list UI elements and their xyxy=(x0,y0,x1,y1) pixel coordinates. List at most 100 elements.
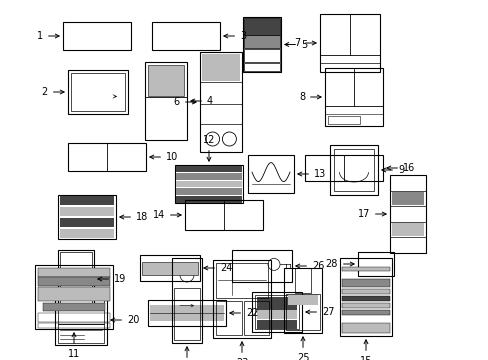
Bar xyxy=(63,22,131,50)
Bar xyxy=(200,52,242,152)
Bar xyxy=(60,218,114,227)
Bar xyxy=(244,63,280,71)
Bar xyxy=(333,149,373,191)
Bar xyxy=(60,285,92,306)
Bar xyxy=(58,324,104,343)
Bar xyxy=(148,300,225,326)
Text: 16: 16 xyxy=(386,163,414,173)
Text: 24: 24 xyxy=(203,263,232,273)
Bar xyxy=(389,175,425,253)
Text: 28: 28 xyxy=(325,259,353,269)
Text: 2: 2 xyxy=(41,87,64,97)
Text: 7: 7 xyxy=(293,38,315,48)
Bar xyxy=(341,317,389,321)
Bar xyxy=(58,298,104,324)
Text: 21: 21 xyxy=(181,347,193,360)
Bar xyxy=(341,296,389,301)
Bar xyxy=(244,35,280,48)
Text: 20: 20 xyxy=(111,315,139,325)
Bar xyxy=(391,223,423,237)
Text: 5: 5 xyxy=(285,40,306,49)
Bar xyxy=(152,22,220,50)
Text: 12: 12 xyxy=(203,135,215,161)
Bar xyxy=(295,268,310,293)
Bar xyxy=(202,84,240,102)
Bar xyxy=(243,17,281,72)
Bar xyxy=(142,261,198,274)
Text: 3: 3 xyxy=(224,31,245,41)
Text: 14: 14 xyxy=(152,210,181,220)
Bar xyxy=(244,49,280,62)
Bar xyxy=(145,62,186,140)
Bar xyxy=(43,303,105,311)
Bar xyxy=(58,195,116,239)
Text: 27: 27 xyxy=(305,307,334,317)
Bar xyxy=(55,295,107,345)
Bar xyxy=(60,207,114,216)
Bar xyxy=(341,267,389,271)
Bar xyxy=(244,301,268,335)
Bar xyxy=(305,155,382,181)
Bar xyxy=(174,288,200,341)
Text: 18: 18 xyxy=(120,212,148,222)
Bar xyxy=(35,265,113,329)
Bar xyxy=(68,70,128,114)
Bar xyxy=(287,295,317,305)
Bar xyxy=(60,196,114,205)
Bar xyxy=(60,252,92,284)
Bar xyxy=(319,14,379,72)
Bar xyxy=(213,260,270,338)
Text: 11: 11 xyxy=(68,333,80,359)
Bar xyxy=(148,65,183,96)
Text: 26: 26 xyxy=(295,261,324,271)
Text: 17: 17 xyxy=(357,209,386,219)
Text: 22: 22 xyxy=(229,308,258,318)
Bar xyxy=(254,295,298,329)
Bar xyxy=(150,305,224,321)
Bar xyxy=(176,173,242,180)
Text: 10: 10 xyxy=(149,152,178,162)
Bar xyxy=(176,196,242,202)
Bar xyxy=(251,292,302,332)
Bar xyxy=(184,200,263,230)
Bar xyxy=(38,313,110,322)
Bar xyxy=(341,273,389,277)
Text: 6: 6 xyxy=(174,97,196,107)
Bar xyxy=(357,252,393,276)
Bar xyxy=(38,287,110,301)
Bar xyxy=(176,181,242,187)
Bar xyxy=(257,320,296,329)
Bar xyxy=(231,250,291,282)
Bar xyxy=(140,255,200,281)
Bar xyxy=(176,188,242,195)
Bar xyxy=(341,289,389,294)
Text: 1: 1 xyxy=(37,31,59,41)
Bar xyxy=(391,192,423,205)
Bar xyxy=(341,303,389,309)
Bar xyxy=(71,73,125,111)
Bar xyxy=(38,323,110,328)
Bar xyxy=(341,259,389,265)
Text: 19: 19 xyxy=(98,274,126,284)
Bar xyxy=(327,116,359,124)
Bar xyxy=(175,165,243,203)
Text: 23: 23 xyxy=(235,342,248,360)
Bar xyxy=(329,145,377,195)
Bar xyxy=(257,310,296,319)
Bar xyxy=(325,68,382,126)
Bar xyxy=(244,18,280,35)
Bar xyxy=(257,297,296,312)
Bar xyxy=(341,323,389,333)
Bar xyxy=(341,279,389,287)
Text: 8: 8 xyxy=(298,92,321,102)
Bar xyxy=(176,166,242,172)
Bar xyxy=(38,268,110,277)
Bar xyxy=(216,301,241,335)
Bar xyxy=(341,310,389,315)
Bar xyxy=(216,263,267,298)
Bar xyxy=(172,258,202,343)
Bar xyxy=(60,229,114,238)
Bar xyxy=(247,155,293,193)
Bar xyxy=(38,277,110,286)
Text: 9: 9 xyxy=(381,165,403,175)
